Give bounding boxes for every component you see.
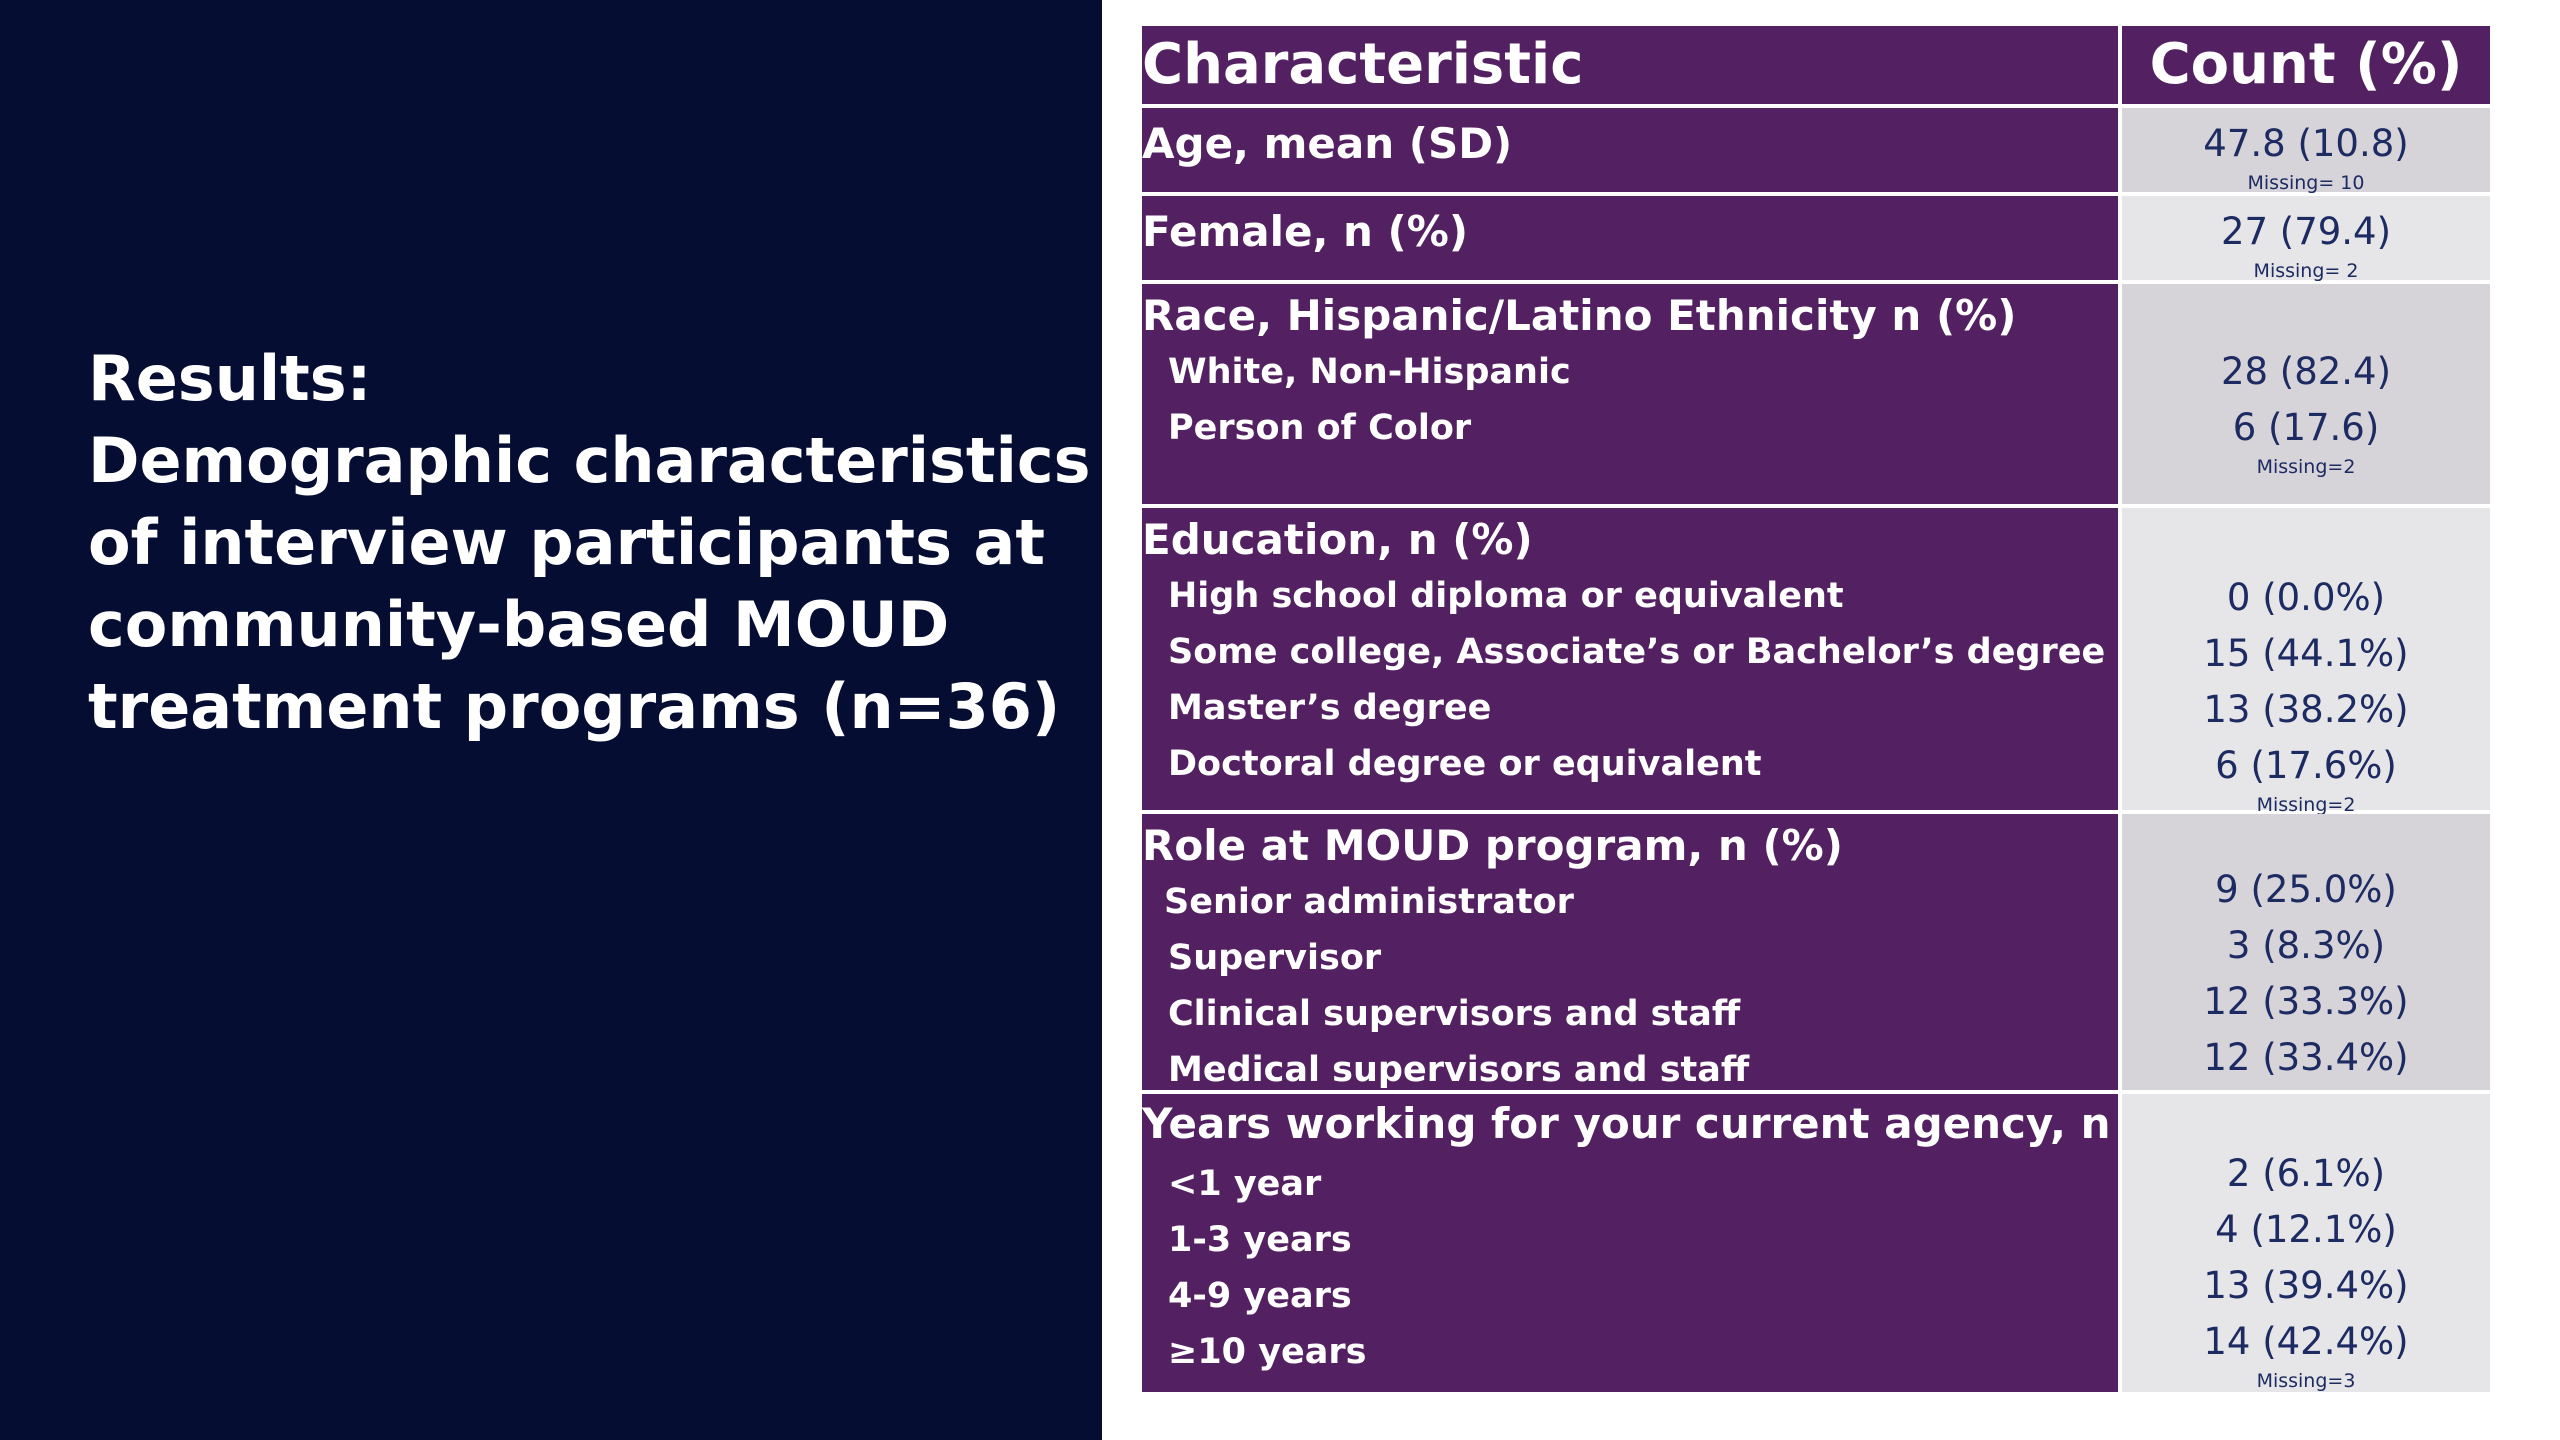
- row-value-cell: 0 (0.0%) 15 (44.1%) 13 (38.2%) 6 (17.6%)…: [2122, 508, 2490, 816]
- row-subitem: 4-9 years: [1168, 1276, 1352, 1316]
- row-value: 4 (12.1%): [2215, 1208, 2397, 1251]
- row-label: Race, Hispanic/Latino Ethnicity n (%): [1142, 291, 2017, 340]
- title-line: of interview participants at: [88, 506, 1046, 579]
- row-value: 2 (6.1%): [2226, 1152, 2386, 1195]
- row-value: 13 (38.2%): [2203, 688, 2409, 731]
- slide-title: Results: Demographic characteristics of …: [88, 338, 1091, 748]
- row-value: 13 (39.4%): [2203, 1264, 2409, 1307]
- row-subitem: High school diploma or equivalent: [1168, 576, 1844, 616]
- row-label: Education, n (%): [1142, 515, 1533, 564]
- row-value: 12 (33.3%): [2203, 980, 2409, 1023]
- missing-note: Missing=2: [2256, 456, 2356, 478]
- row-value: 27 (79.4): [2220, 210, 2392, 253]
- missing-note: Missing=2: [2256, 794, 2356, 816]
- row-value: 6 (17.6%): [2215, 744, 2397, 787]
- row-label-cell: Female, n (%): [1142, 196, 2118, 280]
- row-value-cell: 27 (79.4) Missing= 2: [2122, 196, 2490, 282]
- row-label: Female, n (%): [1142, 207, 1469, 256]
- row-value: 14 (42.4%): [2203, 1320, 2409, 1363]
- missing-note: Missing= 2: [2253, 260, 2359, 282]
- row-value: 28 (82.4): [2220, 350, 2392, 393]
- missing-note: Missing= 10: [2247, 172, 2365, 194]
- row-subitem: ≥10 years: [1168, 1332, 1367, 1372]
- row-value-cell: 28 (82.4) 6 (17.6) Missing=2: [2122, 284, 2490, 504]
- row-subitem: <1 year: [1168, 1164, 1322, 1204]
- row-subitem: Person of Color: [1168, 408, 1472, 448]
- row-label-cell: Education, n (%) High school diploma or …: [1142, 508, 2118, 810]
- row-subitem: Medical supervisors and staff: [1168, 1050, 1750, 1090]
- row-subitem: 1-3 years: [1168, 1220, 1352, 1260]
- row-subitem: White, Non-Hispanic: [1168, 352, 1571, 392]
- row-value: 12 (33.4%): [2203, 1036, 2409, 1079]
- row-subitem: Some college, Associate’s or Bachelor’s …: [1168, 632, 2106, 672]
- row-value-cell: 9 (25.0%) 3 (8.3%) 12 (33.3%) 12 (33.4%): [2122, 814, 2490, 1090]
- header-count: Count (%): [2122, 26, 2490, 104]
- row-label-cell: Years working for your current agency, n…: [1142, 1094, 2206, 1392]
- row-value-cell: 47.8 (10.8) Missing= 10: [2122, 108, 2490, 194]
- title-line: Results:: [88, 342, 372, 415]
- row-subitem: Master’s degree: [1168, 688, 1492, 728]
- row-subitem: Supervisor: [1168, 938, 1382, 978]
- row-value: 6 (17.6): [2232, 406, 2380, 449]
- row-label: Age, mean (SD): [1142, 119, 1513, 168]
- table-row-age: Age, mean (SD) 47.8 (10.8) Missing= 10: [1142, 108, 2490, 194]
- row-subitem: Doctoral degree or equivalent: [1168, 744, 1762, 784]
- table-row-female: Female, n (%) 27 (79.4) Missing= 2: [1142, 196, 2490, 282]
- table-row-role: Role at MOUD program, n (%) Senior admin…: [1142, 814, 2490, 1090]
- title-line: community-based MOUD: [88, 588, 950, 661]
- row-label: Years working for your current agency, n…: [1142, 1099, 2206, 1148]
- row-subitem: Senior administrator: [1164, 882, 1574, 922]
- title-line: treatment programs (n=36): [88, 670, 1061, 743]
- demographics-table: Characteristic Count (%) Age, mean (SD) …: [1142, 26, 2490, 1396]
- row-value-cell: 2 (6.1%) 4 (12.1%) 13 (39.4%) 14 (42.4%)…: [2122, 1094, 2490, 1392]
- table-row-race: Race, Hispanic/Latino Ethnicity n (%) Wh…: [1142, 284, 2490, 504]
- row-value: 15 (44.1%): [2203, 632, 2409, 675]
- row-label-cell: Age, mean (SD): [1142, 108, 2118, 192]
- row-subitem: Clinical supervisors and staff: [1168, 994, 1741, 1034]
- table-header-row: Characteristic Count (%): [1142, 26, 2490, 104]
- row-label-cell: Race, Hispanic/Latino Ethnicity n (%) Wh…: [1142, 284, 2118, 504]
- row-value: 3 (8.3%): [2226, 924, 2386, 967]
- row-value: 0 (0.0%): [2226, 576, 2386, 619]
- title-panel: Results: Demographic characteristics of …: [0, 0, 1102, 1440]
- table-row-education: Education, n (%) High school diploma or …: [1142, 508, 2490, 816]
- missing-note: Missing=3: [2256, 1370, 2356, 1392]
- row-label-cell: Role at MOUD program, n (%) Senior admin…: [1142, 814, 2118, 1090]
- title-line: Demographic characteristics: [88, 424, 1091, 497]
- header-characteristic: Characteristic: [1142, 26, 2118, 104]
- table-row-years: Years working for your current agency, n…: [1142, 1094, 2490, 1392]
- row-value: 47.8 (10.8): [2203, 122, 2409, 165]
- row-value: 9 (25.0%): [2215, 868, 2397, 911]
- row-label: Role at MOUD program, n (%): [1142, 821, 1843, 870]
